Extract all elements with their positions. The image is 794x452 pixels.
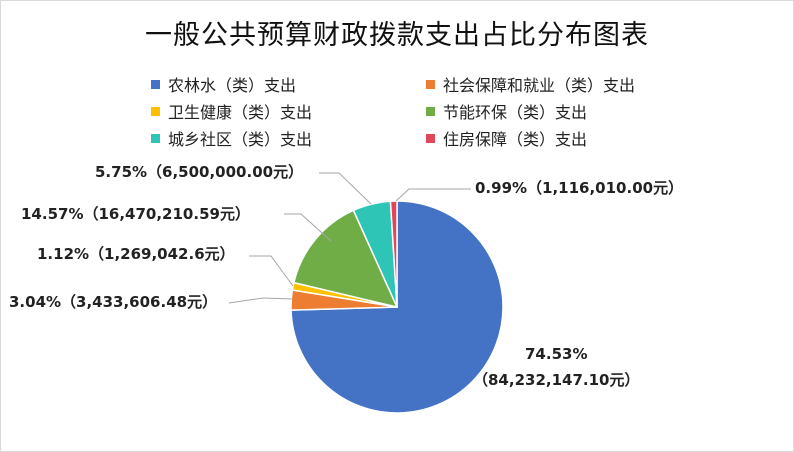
- leader-line-5: [395, 188, 471, 202]
- legend-label: 城乡社区（类）支出: [168, 130, 313, 149]
- legend-swatch: [151, 106, 160, 116]
- leader-line-2: [249, 255, 294, 287]
- leader-line-3: [284, 213, 332, 242]
- legend-label: 卫生健康（类）支出: [168, 103, 313, 122]
- data-label-3: 14.57%（16,470,210.59元）: [21, 205, 250, 223]
- leader-line-1: [228, 297, 294, 304]
- data-label-4: 5.75%（6,500,000.00元）: [95, 163, 303, 181]
- data-label-2: 1.12%（1,269,042.6元）: [37, 245, 235, 263]
- legend-swatch: [151, 133, 160, 143]
- legend-swatch: [426, 133, 435, 143]
- pie-slice-3: [292, 209, 399, 309]
- pie-slice-5: [389, 200, 398, 308]
- legend-label: 农林水（类）支出: [168, 76, 297, 95]
- legend-item-social-security: 社会保障和就业（类）支出: [426, 73, 701, 95]
- legend-item-health: 卫生健康（类）支出: [151, 100, 426, 122]
- legend-item-urban-rural: 城乡社区（类）支出: [151, 127, 426, 149]
- data-label-5: 0.99%（1,116,010.00元）: [475, 179, 683, 197]
- data-label-value-0: （84,232,147.10元）: [473, 371, 639, 389]
- data-label-percent-0: 74.53%: [525, 345, 587, 363]
- data-label-1: 3.04%（3,433,606.48元）: [9, 293, 217, 311]
- legend: 农林水（类）支出 社会保障和就业（类）支出 卫生健康（类）支出 节能环保（类）支…: [151, 73, 711, 149]
- legend-label: 社会保障和就业（类）支出: [443, 76, 636, 95]
- legend-swatch: [426, 79, 435, 89]
- legend-item-agriculture: 农林水（类）支出: [151, 73, 426, 95]
- leader-line-4: [319, 172, 372, 205]
- legend-item-environment: 节能环保（类）支出: [426, 100, 701, 122]
- legend-label: 节能环保（类）支出: [443, 103, 588, 122]
- pie-slice-0: [290, 200, 504, 414]
- legend-swatch: [151, 79, 160, 89]
- chart-title: 一般公共预算财政拨款支出占比分布图表: [145, 20, 649, 51]
- legend-swatch: [426, 106, 435, 116]
- legend-item-housing: 住房保障（类）支出: [426, 127, 701, 149]
- legend-label: 住房保障（类）支出: [443, 130, 588, 149]
